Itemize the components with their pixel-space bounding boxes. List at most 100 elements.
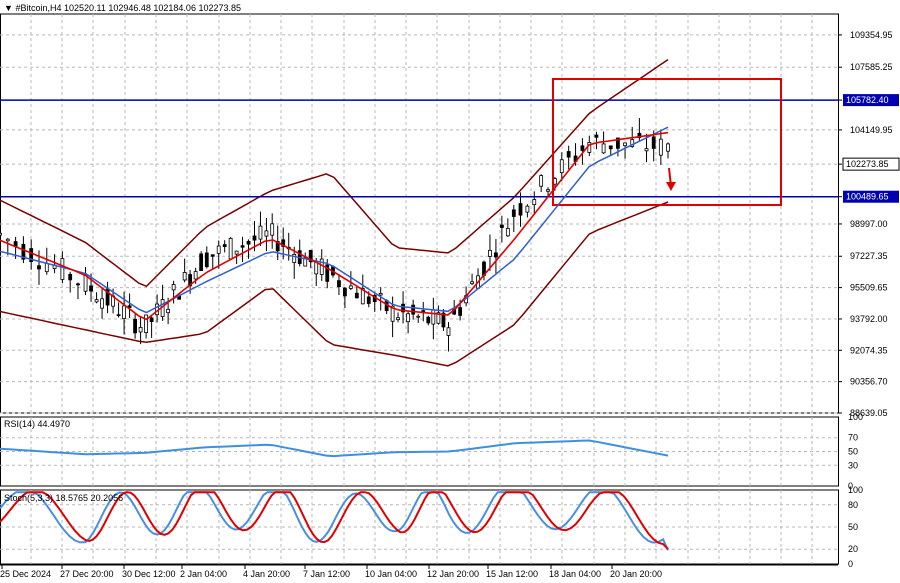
candle-body <box>228 237 233 260</box>
candle-body <box>348 285 353 289</box>
rsi-scale-label: 100 <box>848 412 863 422</box>
band-upper-line <box>0 58 669 288</box>
level-tag <box>843 94 899 107</box>
candle-body <box>5 238 10 242</box>
candle-body <box>138 327 143 333</box>
candle-body <box>594 134 599 138</box>
candle-body <box>470 281 474 285</box>
time-tick-label: 18 Jan 04:00 <box>549 569 601 579</box>
time-tick-label: 30 Dec 12:00 <box>122 569 176 579</box>
level-tag-label: 105782.40 <box>846 95 889 105</box>
candle-body <box>396 317 400 321</box>
candle-body <box>116 314 121 317</box>
candle-body <box>601 143 606 154</box>
candle-body <box>488 249 492 257</box>
stoch-scale-label: 50 <box>848 522 858 532</box>
price-tick-label: 88639.05 <box>850 408 888 418</box>
candle-body <box>411 304 416 315</box>
time-tick-label: 25 Dec 2024 <box>0 569 51 579</box>
price-tick-label: 109354.95 <box>850 30 893 40</box>
candle-body <box>401 303 405 313</box>
band-lower-line <box>0 201 669 367</box>
candle-body <box>252 235 257 241</box>
candle-body <box>566 151 571 158</box>
candle-body <box>441 312 446 328</box>
candle-body <box>275 241 280 252</box>
candle-body <box>60 258 65 280</box>
price-tick-label: 107585.25 <box>850 62 893 72</box>
header-title: ▼ #Bitcoin,H4 102520.11 102946.48 102184… <box>4 3 241 13</box>
candle-body <box>264 230 269 237</box>
time-tick-label: 15 Jan 12:00 <box>486 569 538 579</box>
candle-body <box>89 285 93 292</box>
rsi-scale-label: 30 <box>848 460 858 470</box>
candle-body <box>505 228 510 237</box>
candle-body <box>623 142 627 147</box>
candle-body <box>360 288 365 305</box>
candle-body <box>666 143 670 152</box>
candle-body <box>511 209 516 217</box>
candle-body <box>149 317 154 322</box>
candle-body <box>222 244 227 247</box>
candle-body <box>343 287 347 297</box>
rsi-scale-label: 0 <box>848 481 853 491</box>
candle-body <box>337 280 341 288</box>
candle-body <box>94 299 99 303</box>
candle-body <box>616 137 620 149</box>
ma-fast-line <box>0 131 669 321</box>
candle-body <box>0 232 2 236</box>
price-tick-label: 93792.00 <box>850 314 888 324</box>
candle-body <box>608 145 613 150</box>
candle-body <box>494 252 498 258</box>
candle-body <box>630 139 635 147</box>
candle-body <box>292 254 297 263</box>
candle-body <box>518 203 523 216</box>
current-price-label: 102273.85 <box>846 159 889 169</box>
candle-body <box>270 223 275 236</box>
rsi-title: RSI(14) 44.4970 <box>4 419 71 429</box>
candle-body <box>644 148 649 152</box>
rsi-line <box>0 439 669 458</box>
candle-body <box>127 305 132 308</box>
candle-body <box>637 132 642 138</box>
ma-slow-line <box>0 126 669 314</box>
candle-body <box>234 250 239 255</box>
time-tick-label: 7 Jan 12:00 <box>303 569 350 579</box>
down-arrow-head-icon <box>666 182 676 191</box>
time-tick-label: 20 Jan 20:00 <box>610 569 662 579</box>
stoch-line <box>0 491 669 551</box>
candle-body <box>166 308 171 314</box>
candle-body <box>378 293 383 296</box>
price-tick-label: 92074.35 <box>850 345 888 355</box>
price-tick-label: 104149.95 <box>850 125 893 135</box>
stoch-scale-label: 0 <box>848 559 853 569</box>
candle-body <box>525 205 530 213</box>
candle-body <box>532 199 537 206</box>
candle-body <box>216 245 221 254</box>
candle-body <box>559 159 564 174</box>
dropdown-arrow-icon[interactable]: ▼ <box>4 3 13 13</box>
candle-body <box>436 312 441 324</box>
candle-body <box>325 264 330 282</box>
time-tick-label: 12 Jan 20:00 <box>427 569 479 579</box>
candle-body <box>68 273 73 281</box>
candle-body <box>29 248 34 263</box>
candle-body <box>44 262 49 273</box>
candle-body <box>37 265 41 270</box>
current-price-tag <box>842 157 900 171</box>
candle-body <box>354 292 359 299</box>
level-tag-label: 100489.65 <box>846 192 889 202</box>
candle-body <box>210 254 215 257</box>
candle-body <box>406 313 411 323</box>
candle-body <box>281 239 286 247</box>
price-tick-label: 97227.35 <box>850 251 888 261</box>
price-tick-label: 98997.00 <box>850 219 888 229</box>
level-tag <box>843 190 899 203</box>
candle-body <box>258 225 263 240</box>
time-tick-label: 4 Jan 20:00 <box>243 569 290 579</box>
candle-body <box>390 305 395 322</box>
highlight-box <box>552 78 782 206</box>
candle-body <box>658 138 663 156</box>
main-panel-frame <box>0 13 839 414</box>
